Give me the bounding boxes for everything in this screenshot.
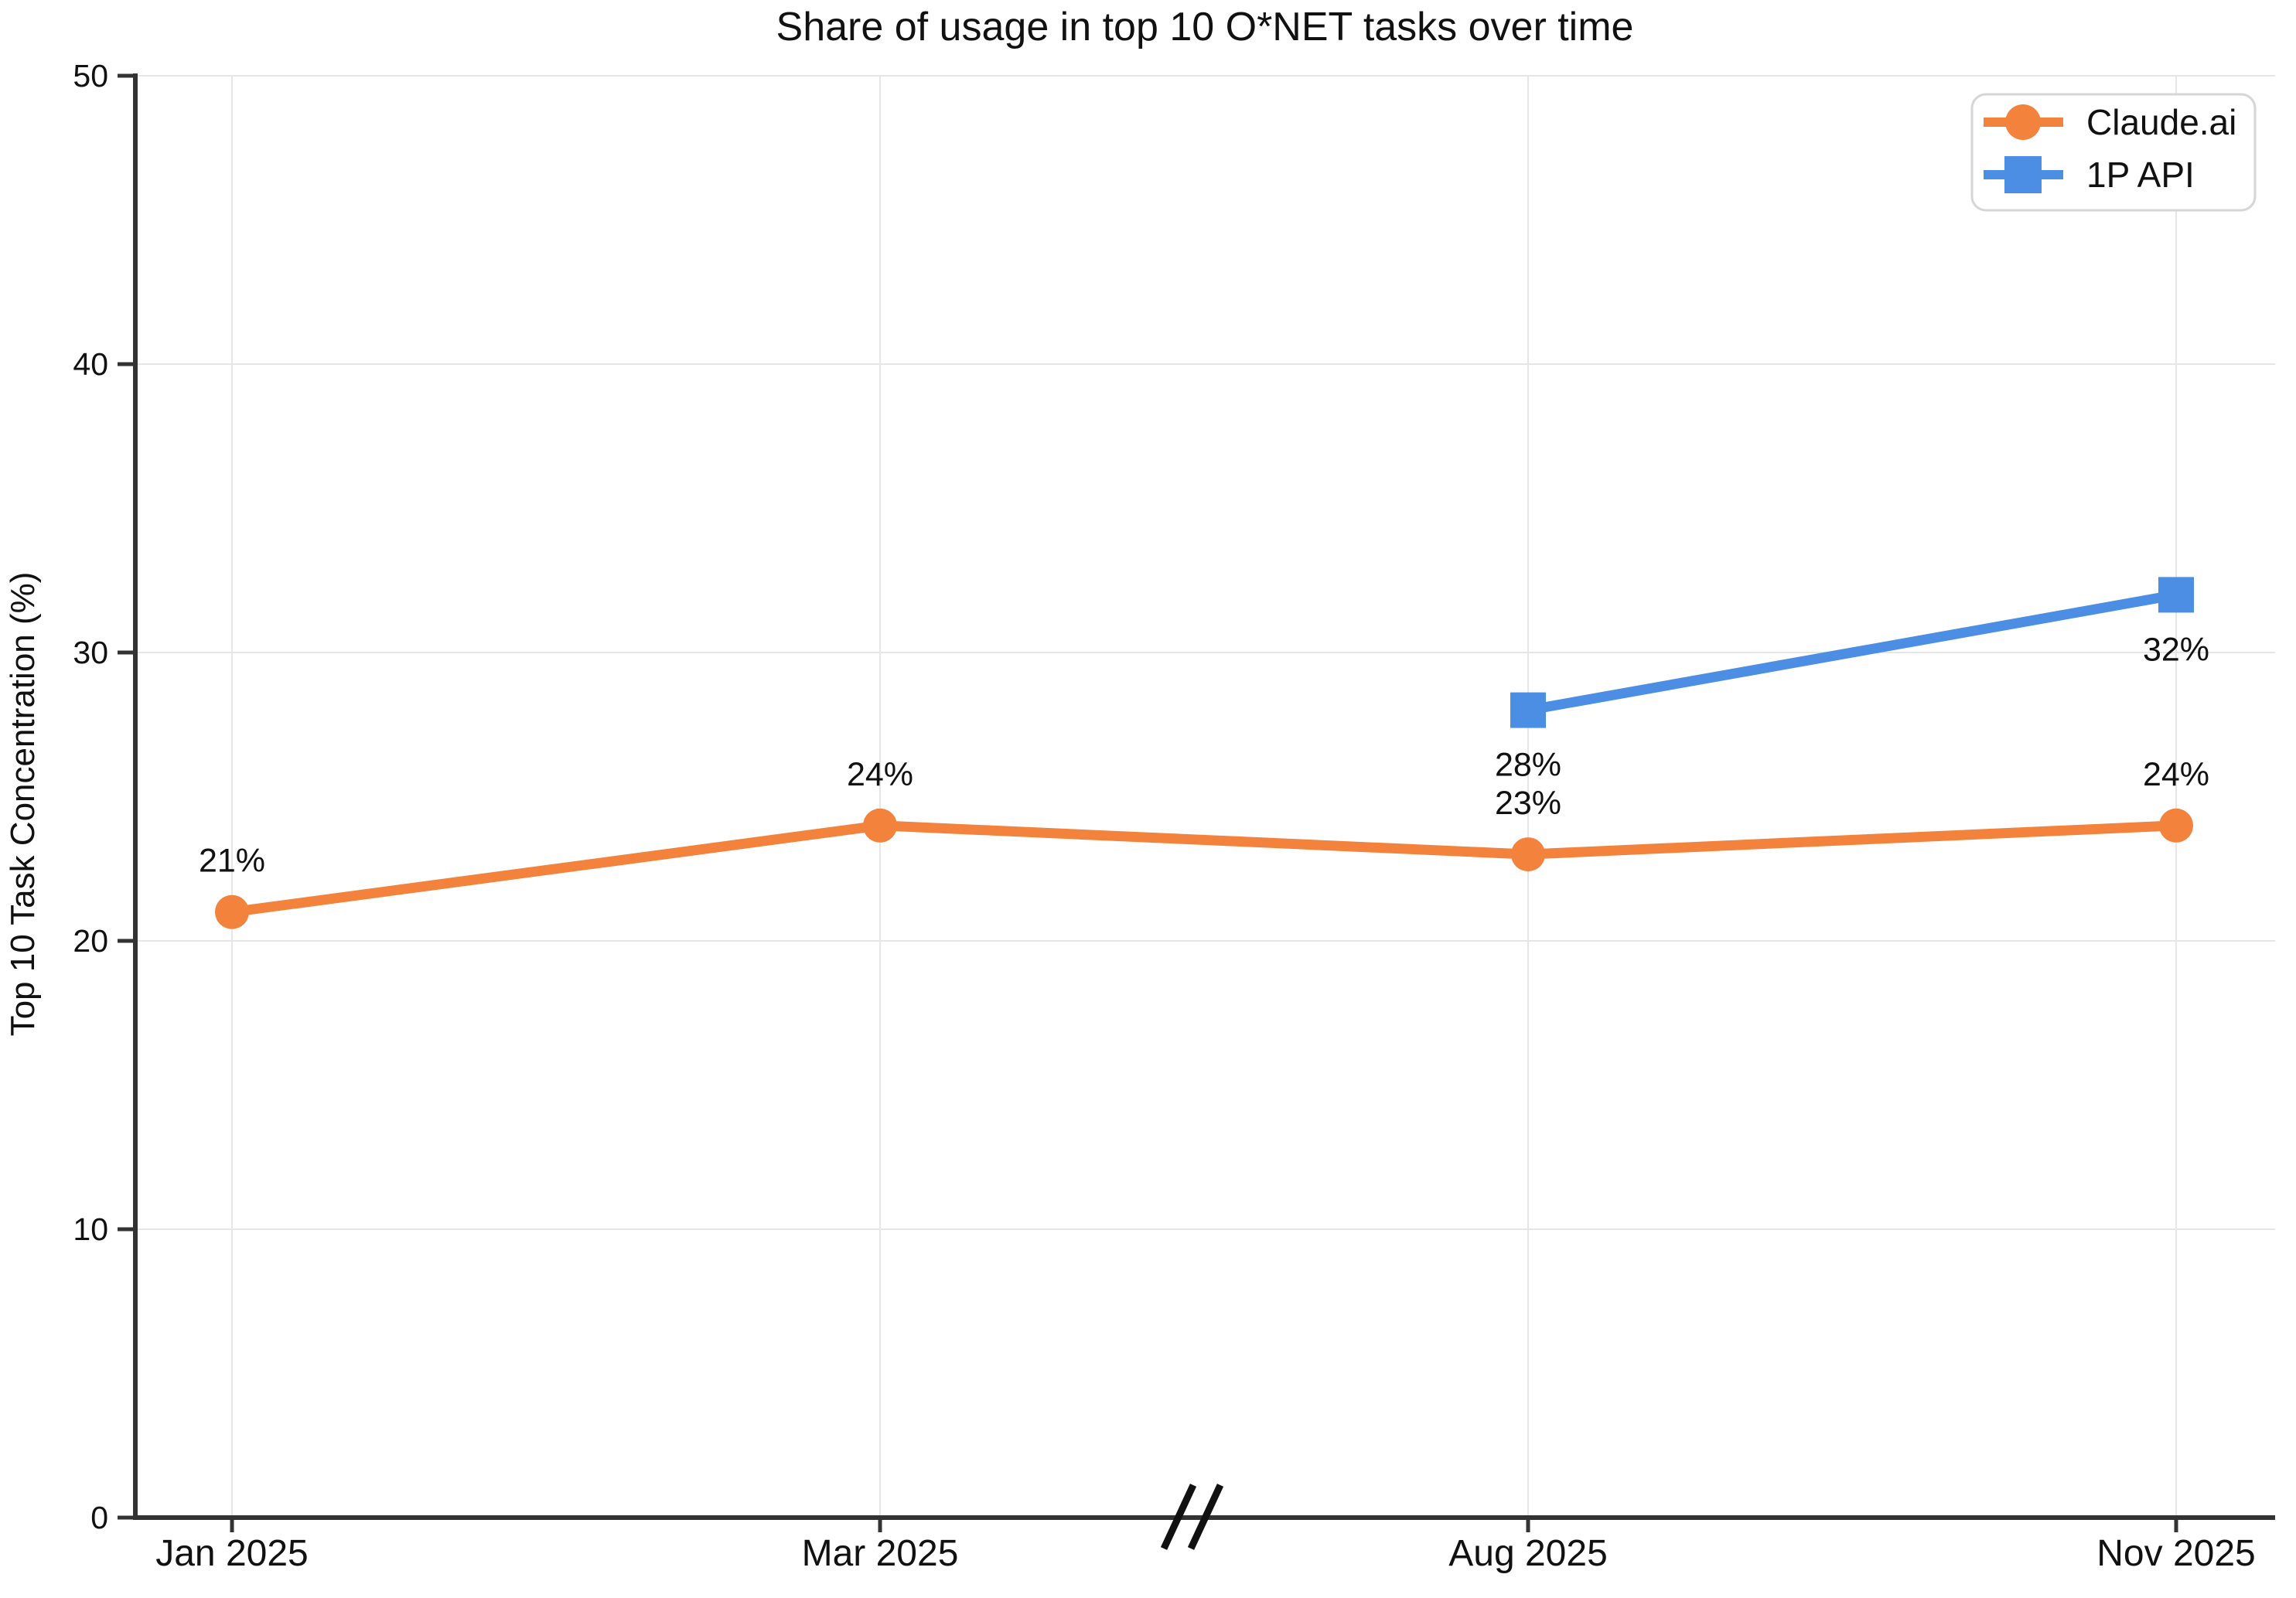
axis-break-slash-icon	[1160, 1484, 1197, 1550]
data-point-label: 23%	[1495, 785, 1561, 822]
data-point-label: 28%	[1495, 747, 1561, 784]
data-point-marker	[863, 808, 897, 843]
y-tick-label: 50	[73, 58, 108, 94]
data-point-marker	[1510, 692, 1546, 728]
y-axis-label: Top 10 Task Concentration (%)	[4, 572, 42, 1037]
data-point-marker	[1511, 837, 1545, 872]
y-tick-label: 0	[90, 1500, 108, 1535]
axis-break-slash-icon	[1187, 1484, 1224, 1550]
data-point-label: 21%	[199, 843, 265, 880]
series-line-1p-api	[1523, 589, 2182, 716]
data-point-label: 32%	[2143, 631, 2209, 668]
axes	[133, 73, 2275, 1520]
x-tick-label: Aug 2025	[1448, 1533, 1608, 1574]
legend-item-label: Claude.ai	[2086, 102, 2236, 142]
x-tick-label: Jan 2025	[155, 1533, 309, 1574]
y-tick-label: 20	[73, 923, 108, 959]
chart-title: Share of usage in top 10 O*NET tasks ove…	[776, 5, 1634, 49]
y-tick-label: 10	[73, 1211, 108, 1247]
y-tick-label: 40	[73, 346, 108, 382]
data-point-marker	[2158, 577, 2194, 613]
axis-break-marks	[1160, 1484, 1224, 1550]
x-tick-label: Nov 2025	[2096, 1533, 2255, 1574]
data-point-label: 24%	[2143, 756, 2209, 793]
legend: Claude.ai 1P API	[1970, 93, 2257, 212]
x-tick-label: Mar 2025	[802, 1533, 959, 1574]
series-line-claude-ai	[227, 820, 2182, 918]
x-axis-ticks: Jan 2025 Mar 2025 Aug 2025 Nov 2025	[155, 1518, 2256, 1574]
legend-items: Claude.ai 1P API	[1984, 102, 2236, 195]
data-point-marker	[2159, 808, 2193, 843]
y-axis-ticks: 0 10 20 30 40 50	[73, 58, 135, 1535]
y-tick-label: 30	[73, 635, 108, 670]
series-group: 21% 24% 23% 24% 28% 32%	[199, 577, 2209, 929]
legend-item-label: 1P API	[2086, 155, 2195, 195]
gridlines	[135, 75, 2275, 1518]
legend-square-marker-icon	[2004, 156, 2042, 193]
data-point-marker	[215, 894, 249, 929]
data-point-label: 24%	[847, 756, 913, 793]
legend-circle-marker-icon	[2005, 104, 2041, 140]
